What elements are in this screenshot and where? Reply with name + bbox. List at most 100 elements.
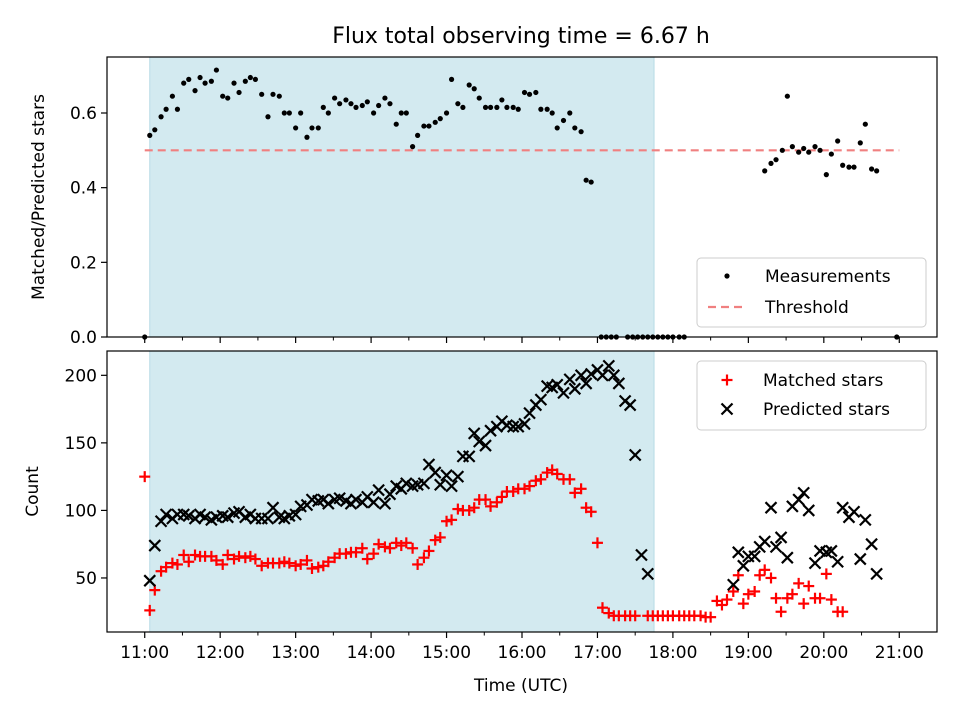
measurement-point xyxy=(482,104,489,110)
measurement-point xyxy=(181,80,187,86)
measurement-point xyxy=(817,147,823,153)
measurement-point xyxy=(371,110,377,116)
bottom-x-ticks: 11:00 12:00 13:00 14:00 15:00 16:00 17:00 18:00… xyxy=(120,632,924,663)
predicted-point xyxy=(266,501,280,514)
predicted-point xyxy=(859,513,872,527)
measurement-point xyxy=(823,172,829,178)
matched-point xyxy=(290,560,302,572)
matched-point xyxy=(144,604,156,616)
matched-point xyxy=(814,592,826,604)
predicted-point xyxy=(774,531,788,544)
measurement-point xyxy=(455,101,461,107)
matched-point xyxy=(210,554,222,566)
predicted-point xyxy=(221,510,235,524)
predicted-point xyxy=(484,424,497,437)
predicted-point xyxy=(737,559,750,573)
measurement-point xyxy=(588,179,594,185)
bottom-panel: 50 100 150 200 11:00 12:00 13:00 14:00 15:00 16:… xyxy=(23,350,938,696)
measurement-point xyxy=(376,102,382,109)
matched-point xyxy=(239,552,251,564)
measurement-point xyxy=(549,110,555,116)
predicted-point xyxy=(159,508,173,521)
predicted-point xyxy=(602,359,616,373)
matched-point xyxy=(742,588,754,600)
predicted-point xyxy=(349,493,363,506)
predicted-point xyxy=(182,509,196,523)
measurement-point xyxy=(364,99,370,105)
legend-marker-measurements xyxy=(724,273,730,279)
predicted-point xyxy=(623,398,637,412)
predicted-point xyxy=(422,458,436,471)
matched-point xyxy=(189,549,201,561)
measurement-point xyxy=(538,106,544,112)
matched-point xyxy=(480,494,492,506)
matched-point xyxy=(400,537,412,549)
measurement-point xyxy=(874,168,880,174)
measurement-point xyxy=(432,119,438,125)
matched-point xyxy=(496,491,508,503)
predicted-point xyxy=(574,369,588,382)
top-y-ticks: 0.0 0.2 0.4 0.6 xyxy=(70,104,107,348)
matched-point xyxy=(765,572,777,584)
bottom-legend: Matched stars Predicted stars xyxy=(696,360,927,431)
predicted-point xyxy=(511,420,525,433)
top-legend: Measurements Threshold xyxy=(696,257,927,328)
matched-point xyxy=(441,515,453,527)
matched-point xyxy=(418,552,430,564)
measurement-point xyxy=(353,104,359,110)
predicted-point xyxy=(758,535,771,548)
y-tick-label: 200 xyxy=(65,366,97,386)
measurement-point xyxy=(784,93,790,99)
measurement-point xyxy=(247,74,253,81)
measurement-point xyxy=(851,164,857,170)
predicted-point xyxy=(367,496,380,509)
measurement-point xyxy=(348,101,354,107)
measurement-point xyxy=(208,78,214,84)
matched-point xyxy=(575,483,587,495)
x-tick-label: 17:00 xyxy=(573,643,622,663)
measurement-point xyxy=(443,110,450,116)
measurement-point xyxy=(332,95,338,101)
measurement-point xyxy=(471,86,477,92)
measurement-point xyxy=(487,104,494,110)
matched-point xyxy=(749,585,761,597)
measurement-point xyxy=(398,110,404,116)
predicted-point xyxy=(568,382,582,396)
measurement-point xyxy=(415,132,421,138)
measurement-point xyxy=(476,95,482,101)
matched-point xyxy=(770,592,782,604)
measurement-point xyxy=(812,144,818,150)
y-tick-label: 0.4 xyxy=(70,179,97,199)
measurement-point xyxy=(526,91,533,97)
top-shaded-interval xyxy=(149,56,655,338)
matched-point xyxy=(803,580,815,592)
y-tick-label: 0.6 xyxy=(70,104,97,124)
matched-point xyxy=(629,610,641,622)
matched-point xyxy=(535,473,547,485)
matched-point xyxy=(222,549,234,561)
matched-point xyxy=(491,496,503,508)
measurement-point xyxy=(202,80,208,86)
measurement-point xyxy=(846,164,852,170)
measurement-point xyxy=(840,162,846,168)
measurement-point xyxy=(252,76,258,82)
measurement-point xyxy=(409,144,416,150)
measurement-point xyxy=(857,140,863,146)
top-y-axis-label: Matched/Predicted stars xyxy=(29,94,49,300)
measurement-point xyxy=(578,129,584,135)
predicted-point xyxy=(433,478,447,492)
measurement-point xyxy=(304,134,310,140)
bottom-marks xyxy=(139,359,883,623)
matched-point xyxy=(183,556,195,568)
matched-point xyxy=(775,606,787,618)
top-x-ticks xyxy=(144,337,900,343)
predicted-point xyxy=(322,497,335,510)
predicted-point xyxy=(462,450,476,463)
x-tick-label: 20:00 xyxy=(799,643,848,663)
matched-point xyxy=(368,548,380,560)
predicted-point xyxy=(612,377,626,390)
predicted-point xyxy=(333,491,346,505)
measurement-point xyxy=(281,110,287,116)
measurement-point xyxy=(265,114,271,120)
matched-point xyxy=(825,594,837,606)
